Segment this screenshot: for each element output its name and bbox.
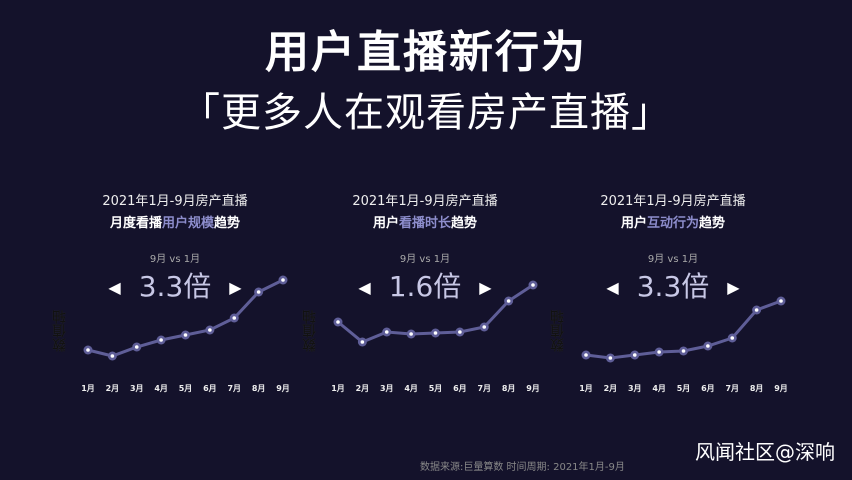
arrow-right-icon: ▶ (727, 278, 740, 297)
x-tick-label: 8月 (502, 384, 516, 393)
x-tick-label: 6月 (701, 384, 715, 393)
page-title: 用户直播新行为 (265, 27, 587, 78)
data-point-center (779, 299, 783, 303)
subtitle-pre: 月度看播 (109, 216, 162, 231)
x-tick-label: 3月 (130, 384, 144, 393)
subtitle-highlight: 用户规模 (161, 216, 214, 231)
data-point-center (159, 338, 163, 342)
x-tick-label: 4月 (154, 384, 168, 393)
x-tick-label: 8月 (252, 384, 266, 393)
growth-ratio: ◀ 1.6倍 ▶ (300, 270, 550, 305)
chart-title: 2021年1月-9月房产直播 (352, 194, 498, 209)
data-point-center (608, 356, 613, 360)
data-point-center (433, 331, 438, 335)
x-tick-label: 2月 (356, 384, 370, 393)
data-point-center (458, 330, 462, 334)
data-point-center (632, 353, 637, 357)
arrow-left-icon: ◀ (358, 278, 371, 297)
x-tick-label: 9月 (526, 384, 540, 393)
chart-subtitle: 用户看播时长趋势 (300, 216, 550, 232)
x-tick-label: 4月 (404, 384, 418, 393)
subtitle-pre: 用户 (620, 216, 647, 231)
data-point-center (281, 278, 285, 282)
x-tick-label: 3月 (628, 384, 642, 393)
subtitle-post: 趋势 (451, 216, 478, 231)
x-tick-label: 2月 (106, 384, 120, 393)
data-point-center (706, 344, 710, 348)
data-point-center (730, 336, 735, 340)
x-tick-label: 3月 (380, 384, 394, 393)
data-point-center (360, 340, 365, 344)
watermark: 风闻社区@深响 (695, 440, 835, 464)
data-point-center (232, 316, 237, 320)
chart-panel: 2021年1月-9月房产直播 用户看播时长趋势 9月 vs 1月 ◀ 1.6倍 ▶ … (300, 190, 550, 400)
chart-subtitle: 月度看播用户规模趋势 (50, 216, 300, 232)
line-chart: 1月 2月 3月 4月 5月 6月 7月 8月 9月 (331, 280, 540, 393)
data-point-center (110, 354, 115, 358)
data-point-center (134, 345, 139, 349)
arrow-left-icon: ◀ (108, 278, 121, 297)
x-tick-label: 1月 (331, 384, 345, 393)
data-point-center (506, 299, 511, 303)
data-point-center (584, 353, 588, 357)
growth-ratio: ◀ 3.3倍 ▶ (50, 270, 300, 305)
arrow-right-icon: ▶ (229, 278, 242, 297)
ratio-value: 1.6倍 (388, 270, 462, 303)
data-point-center (384, 330, 389, 334)
subtitle-pre: 用户 (372, 216, 399, 231)
chart-title: 2021年1月-9月房产直播 (102, 194, 248, 209)
series-line (87, 278, 284, 358)
ratio-value: 3.3倍 (636, 270, 710, 303)
x-tick-label: 1月 (81, 384, 95, 393)
x-tick-label: 7月 (477, 384, 491, 393)
data-point-center (183, 333, 188, 337)
chart-subtitle: 用户互动行为趋势 (548, 216, 798, 232)
x-tick-label: 8月 (750, 384, 764, 393)
growth-ratio: ◀ 3.3倍 ▶ (548, 270, 798, 305)
x-tick-label: 5月 (677, 384, 691, 393)
line-chart: 1月 2月 3月 4月 5月 6月 7月 8月 9月 (81, 275, 290, 393)
page-subtitle: 「更多人在观看房产直播」 (180, 90, 672, 136)
chart-panel: 2021年1月-9月房产直播 月度看播用户规模趋势 9月 vs 1月 ◀ 3.3倍… (50, 190, 300, 400)
data-point-center (256, 290, 261, 294)
subtitle-post: 趋势 (214, 216, 241, 231)
data-point-center (681, 349, 686, 353)
data-point-center (531, 283, 535, 287)
arrow-left-icon: ◀ (606, 278, 619, 297)
subtitle-highlight: 看播时长 (398, 216, 451, 231)
x-tick-label: 7月 (725, 384, 739, 393)
compare-label: 9月 vs 1月 (399, 254, 451, 265)
x-tick-label: 2月 (604, 384, 618, 393)
chart-title: 2021年1月-9月房产直播 (600, 194, 746, 209)
data-point-center (86, 348, 90, 352)
x-tick-label: 1月 (579, 384, 593, 393)
x-tick-label: 6月 (203, 384, 217, 393)
subtitle-post: 趋势 (699, 216, 726, 231)
x-tick-label: 4月 (652, 384, 666, 393)
x-tick-label: 5月 (179, 384, 193, 393)
compare-label: 9月 vs 1月 (647, 254, 699, 265)
x-tick-label: 6月 (453, 384, 467, 393)
data-point-center (657, 350, 661, 354)
line-chart: 1月 2月 3月 4月 5月 6月 7月 8月 9月 (579, 296, 788, 393)
data-point-center (754, 308, 759, 312)
x-tick-label: 9月 (774, 384, 788, 393)
compare-label: 9月 vs 1月 (149, 254, 201, 265)
data-source: 数据来源:巨量算数 时间周期: 2021年1月-9月 (420, 462, 625, 473)
data-point-center (482, 325, 487, 329)
subtitle-highlight: 互动行为 (646, 216, 699, 231)
x-tick-label: 5月 (429, 384, 443, 393)
x-tick-label: 7月 (227, 384, 241, 393)
data-point-center (336, 320, 340, 324)
ratio-value: 3.3倍 (138, 270, 212, 303)
chart-panel: 2021年1月-9月房产直播 用户互动行为趋势 9月 vs 1月 ◀ 3.3倍 ▶ … (548, 190, 798, 400)
data-point-center (409, 332, 413, 336)
data-point-center (208, 328, 212, 332)
x-tick-label: 9月 (276, 384, 290, 393)
arrow-right-icon: ▶ (479, 278, 492, 297)
